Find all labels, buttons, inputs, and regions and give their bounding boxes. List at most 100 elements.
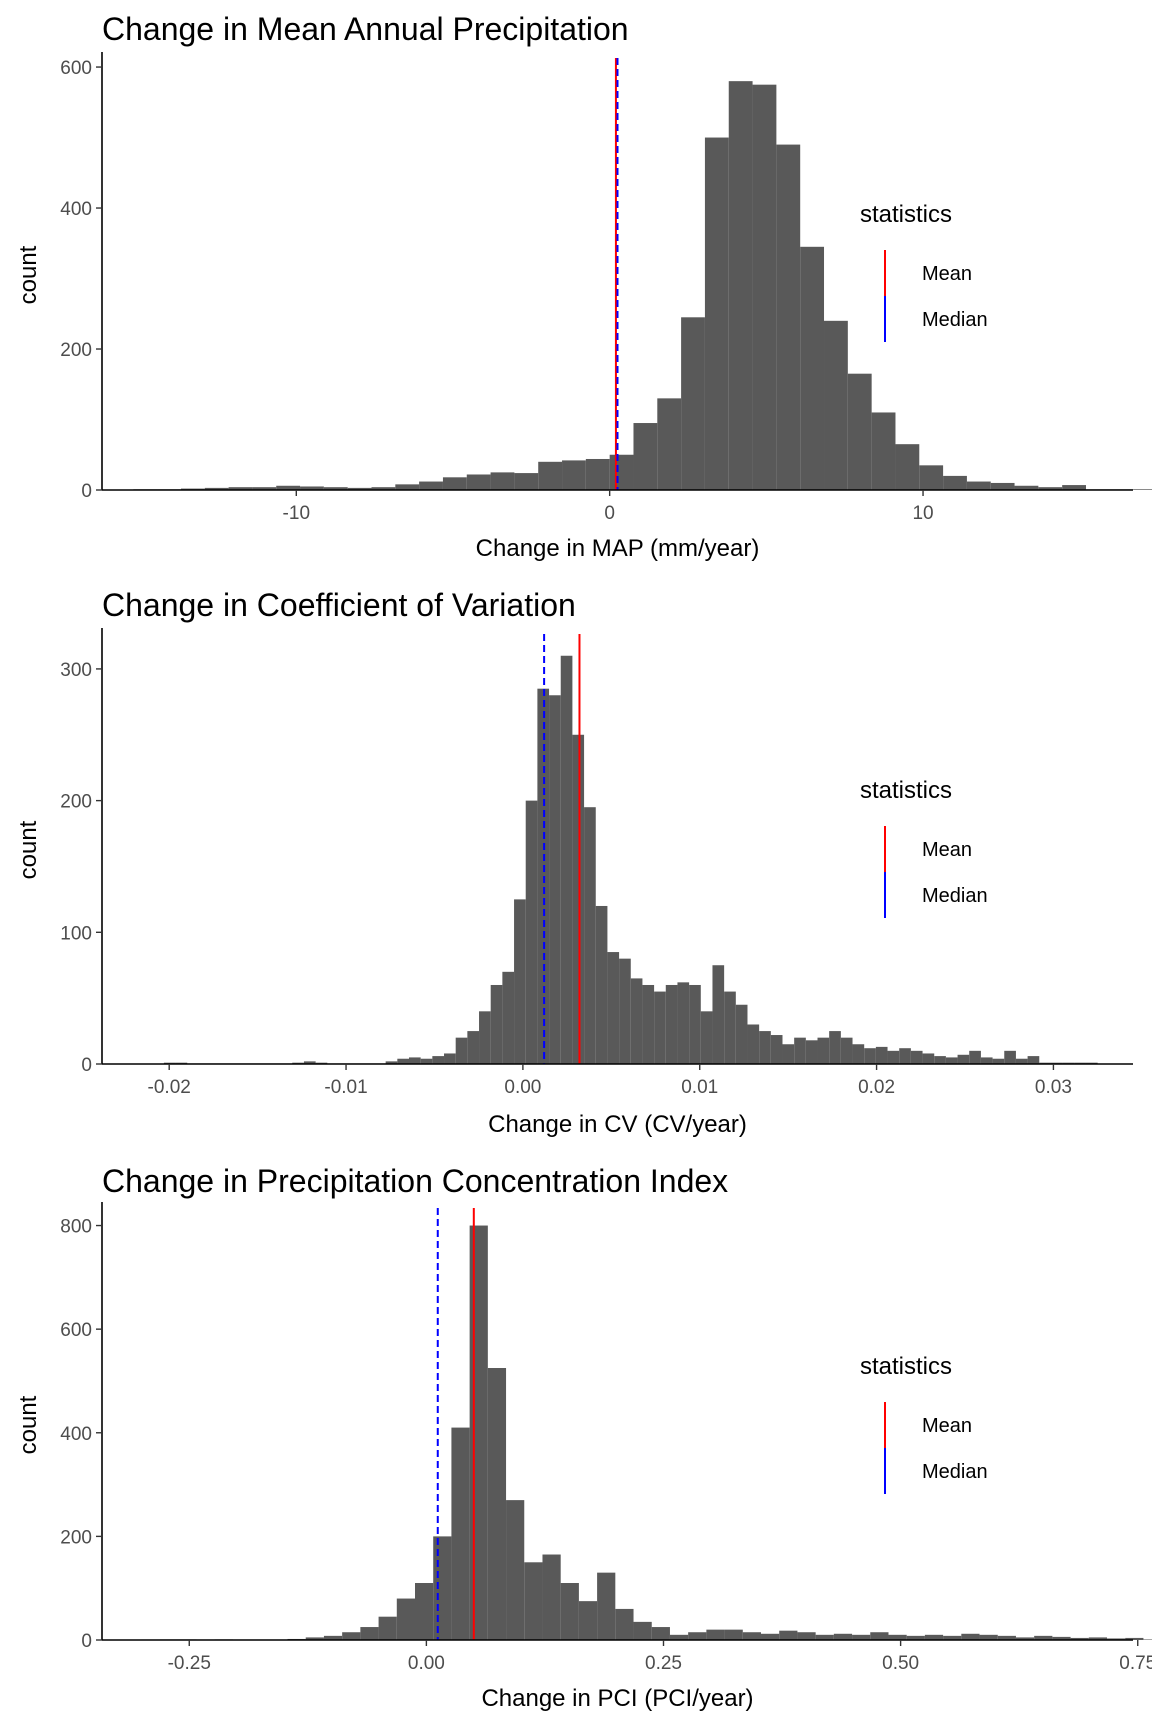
y-tick-label: 400 (60, 199, 92, 220)
histogram-bar (597, 1572, 616, 1640)
y-axis-title: count (15, 1395, 42, 1454)
histogram-bar (957, 1054, 970, 1064)
histogram-bar (204, 487, 229, 490)
histogram-bar (875, 1046, 888, 1064)
histogram-bar (847, 373, 872, 490)
histogram-bar (800, 246, 825, 490)
histogram-bar (578, 1601, 598, 1640)
histogram-bar (276, 485, 301, 490)
histogram-bar (228, 487, 253, 490)
legend-label-mean: Mean (922, 263, 972, 285)
histogram-bar (1133, 489, 1152, 490)
histogram-bar (1125, 1637, 1144, 1640)
histogram-bar (870, 1632, 889, 1640)
histogram-bar (657, 398, 682, 490)
histogram-bar (817, 1037, 830, 1064)
histogram-bar (323, 1635, 343, 1640)
histogram-bar (1038, 487, 1063, 490)
histogram-bar (815, 1634, 834, 1640)
histogram-bar (595, 905, 608, 1064)
legend-title: statistics (860, 201, 952, 228)
histogram-bar (524, 1562, 543, 1640)
histogram-bar (742, 1632, 761, 1640)
histogram-bar (776, 144, 801, 490)
legend-label-median: Median (922, 1461, 988, 1483)
histogram-bar (689, 984, 701, 1064)
histogram-bar (514, 899, 526, 1064)
histogram-bar (584, 807, 596, 1064)
histogram-bar (630, 978, 643, 1064)
histogram-bar (396, 1598, 415, 1640)
histogram-bar (490, 472, 515, 490)
histogram-bar (761, 1633, 780, 1640)
histogram-bar (747, 1024, 760, 1064)
y-tick-label: 400 (60, 1424, 92, 1445)
histogram-bar (549, 695, 561, 1064)
histogram-bar (1015, 1058, 1028, 1064)
histogram-bar (805, 1040, 818, 1064)
histogram-bar (871, 412, 896, 490)
histogram-bar (887, 1050, 900, 1064)
histogram-bar (677, 982, 690, 1064)
histogram-bar (669, 1634, 689, 1640)
histogram-bar (997, 1635, 1016, 1640)
y-tick-label: 0 (81, 1631, 92, 1652)
histogram-bar (585, 458, 610, 490)
histogram-bar (1070, 1637, 1089, 1640)
histogram-bar (770, 1035, 783, 1064)
legend-title: statistics (860, 1353, 952, 1380)
y-tick-label: 300 (60, 660, 92, 681)
histogram-bar (572, 734, 585, 1064)
histogram-bar (633, 1621, 652, 1640)
histogram-bar (490, 984, 503, 1064)
x-axis-title: Change in CV (CV/year) (488, 1111, 747, 1138)
histogram-bar (560, 1583, 579, 1640)
histogram-bar (966, 481, 991, 490)
histogram-bar (538, 461, 563, 490)
histogram-bar (990, 482, 1015, 490)
histogram-bar (829, 1031, 841, 1064)
histogram-bar (487, 1368, 507, 1640)
histogram-bar (934, 1056, 946, 1064)
legend-label-mean: Mean (922, 839, 972, 861)
x-tick-label: -0.25 (168, 1653, 211, 1674)
chart-panel-2: Change in Coefficient of Variation 0 100 20… (15, 587, 1133, 1138)
histogram-bar (1014, 485, 1039, 490)
chart-title: Change in Mean Annual Precipitation (102, 11, 629, 47)
histogram-bar (542, 1554, 561, 1640)
y-tick-label: 200 (60, 792, 92, 813)
histogram-bar (700, 1011, 713, 1064)
histogram-bar (342, 1632, 361, 1640)
histogram-bar (347, 487, 372, 490)
histogram-bars (133, 81, 1152, 491)
legend-label-mean: Mean (922, 1415, 972, 1437)
histogram-bar (852, 1634, 871, 1640)
histogram-bar (704, 137, 729, 491)
x-tick-label: -0.02 (148, 1077, 191, 1098)
legend-title: statistics (860, 777, 952, 804)
histogram-bar (415, 1583, 434, 1640)
histogram-bar (609, 454, 634, 490)
histogram-bar (633, 423, 658, 490)
histogram-bar (615, 1608, 634, 1640)
histogram-bar (735, 1004, 748, 1064)
y-tick-label: 600 (60, 58, 92, 79)
histogram-bar (607, 952, 620, 1064)
histogram-bar (642, 984, 655, 1064)
legend-label-median: Median (922, 309, 988, 331)
histogram-bar (992, 1058, 1005, 1064)
x-tick-label: 10 (912, 503, 933, 524)
histogram-bar (395, 484, 420, 490)
chart-title: Change in Precipitation Concentration In… (102, 1163, 728, 1199)
histogram-bar (706, 1629, 725, 1640)
y-tick-label: 200 (60, 340, 92, 361)
x-tick-label: 0.00 (504, 1077, 541, 1098)
y-tick-label: 800 (60, 1217, 92, 1238)
chart-panel-1: Change in Mean Annual Precipitation 0 200 4… (15, 11, 1152, 562)
histogram-bar (724, 991, 736, 1064)
y-axis-title: count (15, 820, 42, 879)
histogram-bar (654, 991, 666, 1064)
histogram-bar (752, 84, 777, 491)
histogram-bar (451, 1427, 470, 1640)
